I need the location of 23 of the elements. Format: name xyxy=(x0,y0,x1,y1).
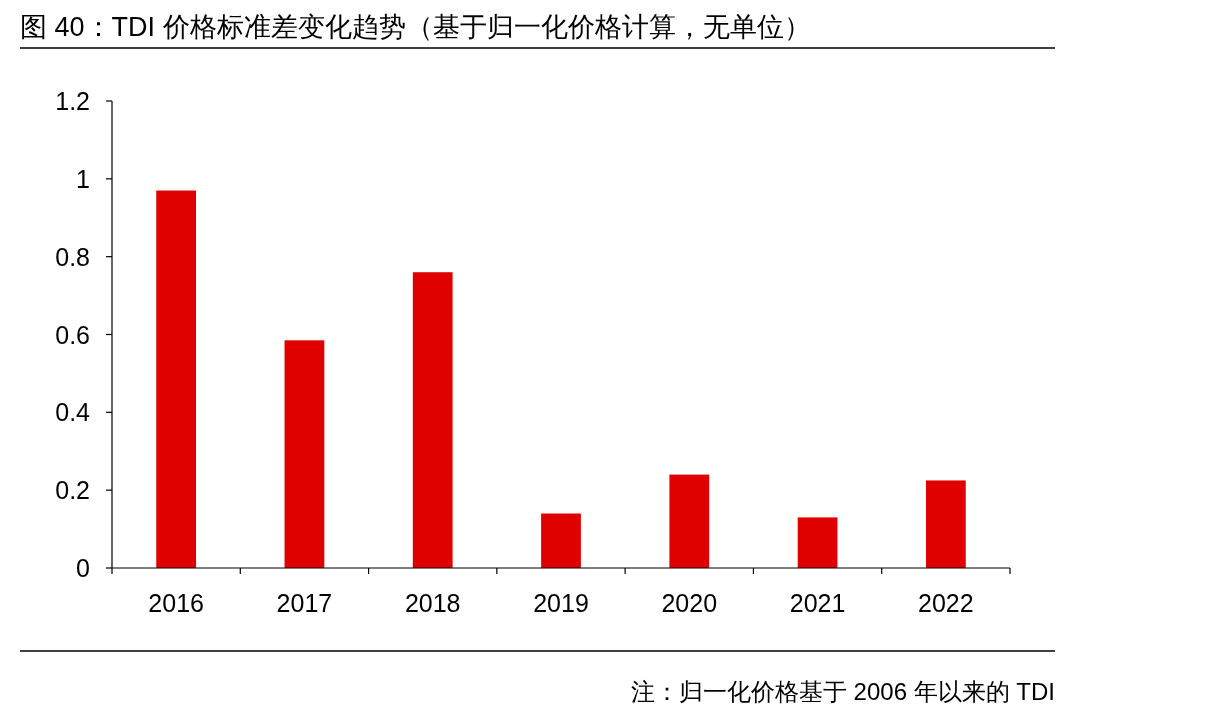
x-tick-label: 2018 xyxy=(404,589,461,617)
bar xyxy=(412,272,453,568)
chart-title: 图 40：TDI 价格标准差变化趋势（基于归一化价格计算，无单位） xyxy=(20,12,811,42)
x-tick-label: 2017 xyxy=(276,589,333,617)
bar xyxy=(541,513,581,568)
x-tick-label: 2020 xyxy=(661,589,718,617)
y-tick-label: 0.6 xyxy=(55,320,90,349)
y-tick-label: 1 xyxy=(76,164,90,193)
x-tick-label: 2016 xyxy=(148,589,204,617)
text: 注：归一化价格基于 2006 年以来的 TDI xyxy=(630,678,1055,705)
y-tick-label: 1.2 xyxy=(55,87,90,115)
bar xyxy=(284,340,325,568)
bar xyxy=(156,190,197,568)
y-tick-label: 0.2 xyxy=(55,476,90,505)
y-tick-label: 0.8 xyxy=(55,242,90,271)
bar xyxy=(669,474,710,568)
bar xyxy=(797,517,838,568)
x-tick-label: 2022 xyxy=(918,589,974,617)
bar xyxy=(925,480,966,568)
x-tick-label: 2021 xyxy=(789,589,846,617)
y-tick-label: 0 xyxy=(76,554,90,582)
x-tick-label: 2019 xyxy=(533,589,589,617)
y-tick-label: 0.4 xyxy=(55,398,91,427)
